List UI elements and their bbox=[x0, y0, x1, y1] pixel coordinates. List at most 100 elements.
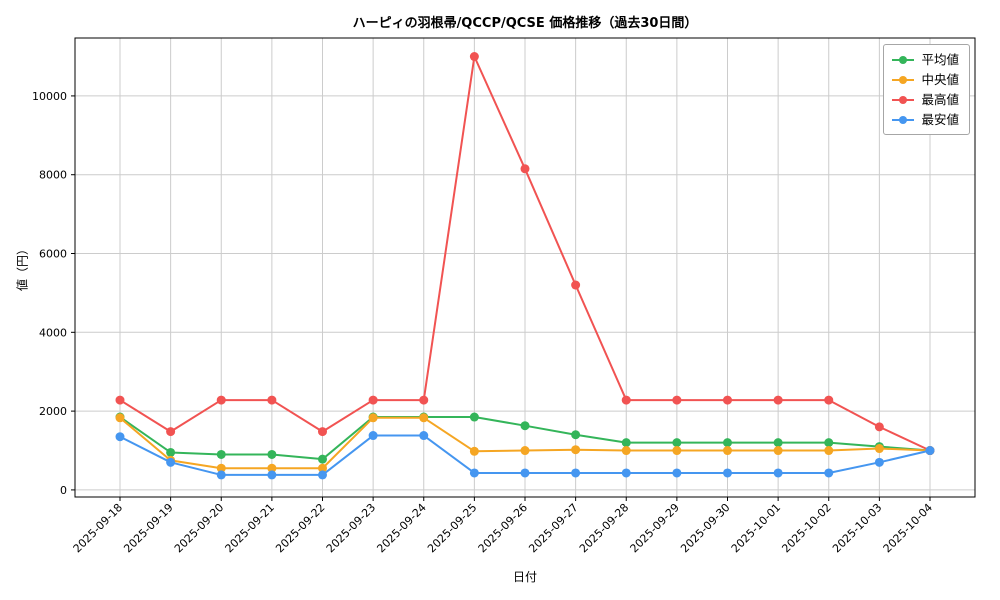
y-tick-label: 10000 bbox=[32, 90, 67, 103]
data-point bbox=[469, 468, 479, 478]
x-tick-label: 2025-09-18 bbox=[71, 501, 125, 555]
x-tick-label: 2025-10-04 bbox=[881, 501, 935, 555]
y-tick-label: 6000 bbox=[39, 248, 67, 261]
legend-item-min: 最安値 bbox=[892, 111, 959, 128]
legend-label-average: 平均値 bbox=[921, 52, 959, 67]
x-tick-label: 2025-09-27 bbox=[526, 501, 580, 555]
x-tick-label: 2025-09-30 bbox=[678, 501, 732, 555]
x-axis-label: 日付 bbox=[512, 570, 537, 584]
data-point bbox=[166, 447, 176, 457]
data-point bbox=[419, 431, 429, 441]
line-marker-icon bbox=[892, 55, 915, 65]
data-point bbox=[723, 395, 732, 405]
y-axis-ticks: 0 2000 4000 6000 8000 10000 bbox=[32, 90, 75, 497]
data-point bbox=[267, 449, 277, 459]
data-point bbox=[874, 422, 884, 432]
data-point bbox=[925, 446, 935, 456]
x-tick-label: 2025-10-03 bbox=[830, 501, 884, 555]
data-point bbox=[773, 446, 783, 456]
data-point bbox=[571, 430, 581, 440]
data-point bbox=[621, 438, 631, 448]
chart-title: ハーピィの羽根帚/QCCP/QCSE 価格推移（過去30日間） bbox=[352, 16, 698, 31]
data-point bbox=[318, 470, 327, 480]
legend: 平均値 中央値 最高値 最安値 bbox=[883, 44, 970, 135]
data-point bbox=[621, 468, 631, 478]
data-point bbox=[166, 457, 176, 467]
legend-item-average: 平均値 bbox=[892, 51, 959, 68]
data-point bbox=[368, 431, 378, 441]
data-point bbox=[520, 446, 530, 456]
data-point bbox=[773, 468, 783, 478]
data-point bbox=[723, 468, 732, 478]
data-point bbox=[419, 395, 429, 405]
data-point bbox=[368, 395, 378, 405]
data-point bbox=[571, 468, 581, 478]
data-point bbox=[216, 395, 226, 405]
x-tick-label: 2025-09-21 bbox=[223, 501, 277, 555]
data-point bbox=[571, 280, 581, 290]
data-point bbox=[115, 413, 125, 423]
data-point bbox=[216, 470, 226, 480]
data-point bbox=[419, 413, 429, 423]
data-point bbox=[723, 438, 732, 448]
line-marker-icon bbox=[892, 75, 915, 85]
data-point bbox=[824, 446, 834, 456]
data-point bbox=[520, 468, 530, 478]
legend-label-max: 最高値 bbox=[921, 92, 959, 107]
x-tick-label: 2025-09-24 bbox=[374, 501, 428, 555]
x-tick-label: 2025-09-19 bbox=[121, 501, 175, 555]
x-tick-label: 2025-09-22 bbox=[273, 501, 327, 555]
data-point bbox=[469, 52, 479, 62]
legend-item-max: 最高値 bbox=[892, 91, 959, 108]
series-最安値 bbox=[115, 431, 935, 480]
line-marker-icon bbox=[892, 115, 915, 125]
x-tick-label: 2025-09-26 bbox=[476, 501, 530, 555]
data-point bbox=[115, 395, 125, 405]
data-point bbox=[773, 438, 783, 448]
legend-label-median: 中央値 bbox=[921, 72, 959, 87]
data-point bbox=[469, 412, 479, 422]
data-point bbox=[267, 470, 277, 480]
data-point bbox=[520, 164, 530, 174]
data-point bbox=[318, 454, 327, 464]
x-tick-label: 2025-09-25 bbox=[425, 501, 479, 555]
data-point bbox=[824, 395, 834, 405]
data-point bbox=[672, 395, 682, 405]
data-point bbox=[773, 395, 783, 405]
y-tick-label: 0 bbox=[60, 484, 67, 497]
line-marker-icon bbox=[892, 95, 915, 105]
x-tick-label: 2025-10-02 bbox=[779, 501, 833, 555]
data-point bbox=[267, 463, 277, 473]
legend-item-median: 中央値 bbox=[892, 71, 959, 88]
x-axis-ticks: 2025-09-182025-09-192025-09-202025-09-21… bbox=[71, 497, 935, 555]
data-point bbox=[621, 446, 631, 456]
data-point bbox=[874, 444, 884, 454]
data-point bbox=[723, 446, 732, 456]
data-point bbox=[520, 421, 530, 431]
y-tick-label: 2000 bbox=[39, 405, 67, 418]
data-point bbox=[824, 468, 834, 478]
data-point bbox=[318, 463, 327, 473]
data-point bbox=[672, 468, 682, 478]
y-tick-label: 4000 bbox=[39, 326, 67, 339]
data-point bbox=[672, 446, 682, 456]
y-tick-label: 8000 bbox=[39, 169, 67, 182]
legend-label-min: 最安値 bbox=[921, 112, 959, 127]
x-tick-label: 2025-10-01 bbox=[729, 501, 783, 555]
data-point bbox=[469, 446, 479, 456]
data-point bbox=[216, 463, 226, 473]
data-point bbox=[216, 449, 226, 459]
x-tick-label: 2025-09-23 bbox=[324, 501, 378, 555]
data-point bbox=[368, 413, 378, 423]
data-point bbox=[672, 438, 682, 448]
x-tick-label: 2025-09-29 bbox=[628, 501, 682, 555]
data-point bbox=[824, 438, 834, 448]
data-point bbox=[318, 427, 327, 437]
data-point bbox=[571, 445, 581, 455]
data-point bbox=[115, 432, 125, 442]
data-point bbox=[166, 427, 176, 437]
data-point bbox=[874, 457, 884, 467]
data-point bbox=[621, 395, 631, 405]
